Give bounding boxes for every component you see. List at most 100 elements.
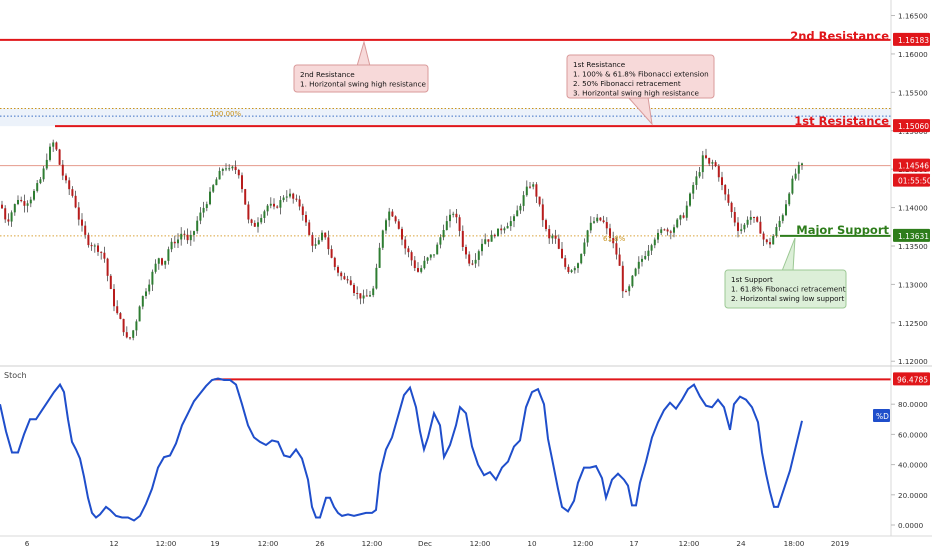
candle-body: [548, 228, 551, 239]
candle-body: [349, 280, 352, 285]
candle-body: [493, 234, 496, 237]
candle-body: [516, 210, 519, 217]
candle-body: [282, 197, 285, 201]
candle-body: [199, 212, 202, 221]
candle-body: [375, 267, 378, 289]
candle-body: [394, 216, 397, 222]
candle-body: [637, 261, 640, 269]
candle-body: [116, 306, 119, 314]
candle-body: [196, 220, 199, 232]
candle-body: [509, 221, 512, 227]
candle-body: [7, 219, 10, 222]
callout-2nd-resistance-line: 1. Horizontal swing high resistance: [300, 80, 427, 89]
candle-body: [570, 270, 573, 273]
candle-body: [724, 185, 727, 195]
candle-body: [177, 239, 179, 244]
candle-body: [324, 232, 327, 238]
candle-body: [801, 163, 803, 166]
candle-body: [26, 203, 29, 206]
stoch-d-label: %D: [876, 412, 889, 421]
candle-body: [461, 230, 464, 248]
candle-body: [468, 254, 471, 264]
candle-body: [455, 213, 458, 218]
candle-body: [676, 219, 679, 228]
candle-body: [4, 208, 7, 220]
candle-body: [228, 168, 231, 170]
candle-body: [650, 245, 653, 251]
candle-body: [397, 221, 400, 229]
candle-body: [273, 203, 275, 207]
candle-body: [500, 228, 503, 231]
candle-body: [266, 205, 269, 212]
candle-body: [522, 195, 525, 206]
candle-body: [305, 214, 307, 223]
candle-body: [477, 251, 480, 260]
time-tick-label: 6: [25, 539, 30, 548]
candle-body: [641, 258, 643, 262]
candle-body: [276, 206, 279, 208]
candle-body: [154, 263, 157, 272]
candle-body: [631, 275, 634, 287]
candle-body: [445, 221, 448, 231]
candle-body: [209, 191, 211, 205]
candle-body: [71, 189, 74, 196]
stoch-tick-label: 40.0000: [898, 461, 928, 470]
candle-body: [285, 196, 288, 198]
candle-body: [61, 164, 64, 176]
time-tick-label: 24: [736, 539, 746, 548]
candle-body: [605, 222, 608, 229]
badge-last-price: 1.14546: [898, 162, 929, 171]
candle-body: [129, 337, 131, 339]
time-tick-label: 12:00: [362, 539, 383, 548]
price-tick-label: 1.14000: [898, 204, 928, 213]
badge-major-support: 1.13631: [898, 232, 929, 241]
candle-body: [449, 214, 451, 222]
candle-body: [314, 244, 317, 246]
price-tick-label: 1.13000: [898, 280, 928, 289]
candle-body: [583, 242, 586, 254]
callout-1st-support-line: 2. Horizontal swing low support: [731, 294, 844, 303]
candle-body: [164, 260, 167, 265]
candle-body: [241, 175, 243, 190]
time-tick-label: 18:00: [784, 539, 805, 548]
badge-last-price-bg: [893, 158, 930, 172]
candle-body: [388, 211, 391, 221]
candle-body: [564, 258, 567, 267]
candle-body: [151, 271, 154, 285]
candle-body: [90, 245, 93, 247]
candle-body: [692, 184, 695, 194]
candle-body: [561, 248, 563, 259]
fibonacci-band: [0, 107, 891, 127]
candle-body: [756, 217, 759, 222]
candle-body: [452, 213, 455, 215]
candle-body: [193, 231, 195, 235]
fib-zone-shading: [0, 108, 891, 127]
candle-body: [378, 247, 381, 268]
candle-body: [423, 260, 426, 269]
candle-body: [225, 168, 227, 170]
badge-1st-resistance-bg: [893, 119, 930, 133]
candle-body: [49, 146, 51, 160]
candle-body: [698, 172, 701, 177]
candle-body: [17, 199, 19, 205]
price-tick-label: 1.16000: [898, 50, 928, 59]
badge-1st-resistance: 1.15060: [898, 122, 929, 131]
time-tick-label: 10: [527, 539, 537, 548]
candle-body: [484, 239, 487, 244]
candle-body: [205, 204, 208, 208]
candle-body: [148, 284, 151, 292]
candle-body: [538, 196, 541, 205]
badge-major-support-bg: [893, 228, 930, 242]
candle-body: [541, 204, 544, 221]
price-tick-label: 1.12500: [898, 319, 928, 328]
candle-body: [589, 222, 592, 231]
candle-body: [93, 245, 96, 247]
candle-body: [109, 275, 112, 289]
candle-body: [621, 265, 624, 292]
candle-body: [529, 186, 531, 188]
badge-countdown: 01:55:50: [898, 177, 932, 186]
fib-label-618: 61.8%: [603, 235, 626, 243]
time-tick-label: 12:00: [573, 539, 594, 548]
